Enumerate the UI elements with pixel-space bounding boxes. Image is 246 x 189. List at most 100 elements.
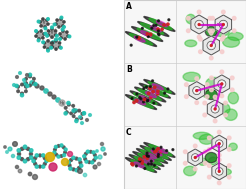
Circle shape: [35, 30, 37, 32]
Circle shape: [136, 100, 138, 102]
Circle shape: [157, 154, 159, 155]
Circle shape: [70, 159, 73, 161]
Circle shape: [40, 86, 44, 90]
Circle shape: [39, 21, 41, 23]
Circle shape: [35, 154, 38, 157]
Ellipse shape: [131, 160, 154, 171]
Circle shape: [217, 181, 221, 185]
Circle shape: [27, 147, 30, 150]
Circle shape: [164, 92, 166, 94]
Circle shape: [195, 101, 199, 104]
Circle shape: [138, 37, 140, 40]
Circle shape: [157, 33, 159, 35]
Circle shape: [51, 42, 54, 44]
Circle shape: [47, 48, 49, 50]
Circle shape: [21, 92, 23, 95]
Ellipse shape: [134, 162, 145, 168]
Circle shape: [76, 118, 78, 121]
Circle shape: [25, 90, 27, 93]
Circle shape: [47, 34, 49, 36]
Circle shape: [208, 29, 212, 33]
Circle shape: [222, 23, 224, 26]
Circle shape: [193, 167, 197, 171]
Circle shape: [72, 168, 75, 171]
Circle shape: [224, 113, 227, 117]
Circle shape: [25, 85, 27, 88]
Circle shape: [19, 72, 21, 74]
Circle shape: [20, 94, 24, 97]
Circle shape: [89, 150, 92, 153]
Circle shape: [75, 169, 78, 172]
Circle shape: [46, 19, 48, 21]
Circle shape: [67, 35, 69, 37]
Circle shape: [30, 153, 32, 156]
Circle shape: [80, 164, 83, 167]
Circle shape: [186, 29, 190, 33]
Polygon shape: [212, 163, 227, 180]
Ellipse shape: [132, 27, 163, 41]
Circle shape: [55, 48, 57, 50]
Circle shape: [17, 90, 19, 93]
Ellipse shape: [198, 158, 207, 165]
Circle shape: [18, 169, 22, 173]
Circle shape: [199, 37, 202, 41]
Circle shape: [207, 175, 211, 179]
Circle shape: [211, 16, 214, 20]
Ellipse shape: [144, 17, 175, 31]
Ellipse shape: [138, 22, 169, 36]
Circle shape: [151, 27, 153, 29]
Circle shape: [26, 74, 28, 76]
Circle shape: [33, 82, 35, 84]
Ellipse shape: [229, 143, 237, 150]
Text: Hg: Hg: [48, 30, 53, 34]
Circle shape: [153, 102, 155, 104]
Circle shape: [92, 151, 95, 154]
Circle shape: [163, 24, 165, 26]
Circle shape: [97, 162, 101, 166]
Circle shape: [53, 42, 59, 48]
Circle shape: [59, 100, 65, 106]
Circle shape: [184, 95, 188, 98]
Ellipse shape: [134, 156, 157, 168]
Circle shape: [72, 105, 75, 107]
Circle shape: [150, 33, 152, 36]
Circle shape: [34, 83, 37, 86]
Circle shape: [221, 22, 225, 26]
Circle shape: [147, 155, 148, 157]
Circle shape: [23, 83, 26, 86]
Circle shape: [168, 19, 170, 21]
Ellipse shape: [148, 82, 171, 93]
Circle shape: [207, 164, 211, 167]
Circle shape: [207, 136, 211, 140]
Circle shape: [133, 101, 135, 104]
Circle shape: [50, 46, 52, 49]
Circle shape: [8, 147, 12, 151]
Circle shape: [45, 159, 48, 163]
Polygon shape: [188, 149, 203, 166]
Circle shape: [86, 150, 89, 153]
Circle shape: [47, 30, 49, 32]
Polygon shape: [207, 100, 223, 118]
Circle shape: [209, 43, 213, 47]
Circle shape: [195, 77, 199, 80]
Circle shape: [54, 34, 57, 36]
Circle shape: [73, 109, 76, 112]
Circle shape: [57, 20, 63, 26]
Circle shape: [44, 32, 47, 35]
Circle shape: [144, 168, 146, 169]
Circle shape: [45, 42, 51, 48]
Ellipse shape: [206, 91, 216, 98]
Circle shape: [203, 161, 207, 165]
Circle shape: [197, 10, 201, 14]
Circle shape: [42, 18, 44, 20]
Circle shape: [131, 163, 133, 165]
Circle shape: [75, 119, 78, 123]
Circle shape: [93, 159, 95, 162]
Circle shape: [100, 143, 104, 146]
Circle shape: [156, 93, 159, 95]
Circle shape: [23, 145, 27, 149]
Circle shape: [23, 160, 27, 163]
Circle shape: [44, 27, 47, 30]
Ellipse shape: [148, 87, 159, 93]
Text: C: C: [126, 128, 132, 137]
